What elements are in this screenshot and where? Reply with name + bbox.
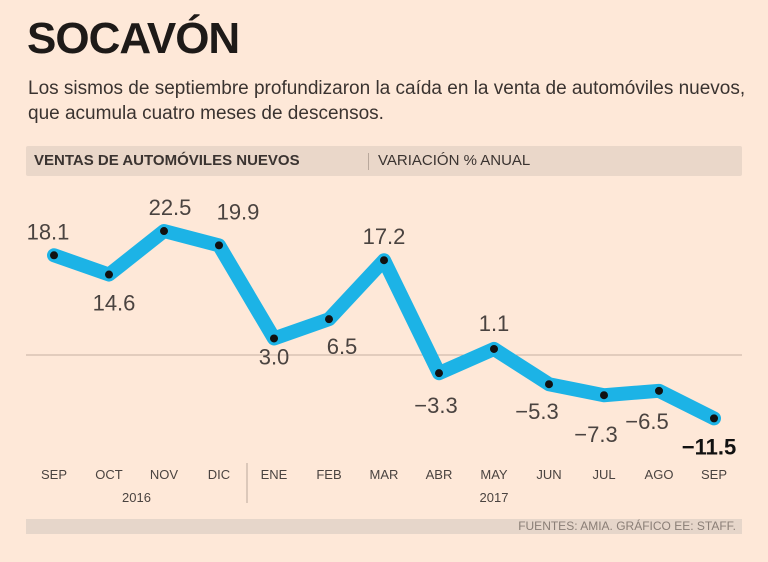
x-tick-label: MAY: [480, 467, 508, 482]
x-tick-label: ENE: [261, 467, 288, 482]
chart-header-bar: VENTAS DE AUTOMÓVILES NUEVOS VARIACIÓN %…: [26, 146, 742, 176]
data-point: [545, 380, 553, 389]
x-tick-label: ABR: [426, 467, 453, 482]
data-label: −11.5: [682, 434, 736, 459]
data-label: −7.3: [574, 422, 617, 447]
data-point: [50, 251, 58, 260]
year-label: 2017: [480, 490, 509, 505]
data-label: 17.2: [363, 224, 406, 249]
data-label: 14.6: [93, 291, 136, 316]
data-label: 22.5: [149, 195, 192, 220]
source-text: FUENTES: AMIA. GRÁFICO EE: STAFF.: [518, 519, 736, 533]
x-tick-label: NOV: [150, 467, 179, 482]
x-tick-label: MAR: [370, 467, 399, 482]
data-label: −5.3: [515, 399, 558, 424]
x-tick-label: DIC: [208, 467, 230, 482]
year-label: 2016: [122, 490, 151, 505]
x-tick-label: JUN: [536, 467, 561, 482]
data-label: 18.1: [27, 219, 70, 244]
data-point: [160, 227, 168, 236]
data-label: 6.5: [327, 334, 358, 359]
data-point: [600, 391, 608, 400]
data-point: [655, 386, 663, 395]
page-title: SOCAVÓN: [27, 14, 240, 63]
subtitle: Los sismos de septiembre profundizaron l…: [28, 78, 746, 124]
data-point: [325, 315, 333, 324]
header-divider: [368, 153, 369, 170]
x-tick-label: AGO: [645, 467, 674, 482]
data-point: [215, 241, 223, 250]
x-tick-label: SEP: [701, 467, 727, 482]
data-point: [435, 369, 443, 378]
data-label: −3.3: [414, 393, 457, 418]
data-point: [105, 270, 113, 279]
chart-unit: VARIACIÓN % ANUAL: [378, 152, 531, 169]
chart-title: VENTAS DE AUTOMÓVILES NUEVOS: [34, 152, 300, 169]
source-footer: FUENTES: AMIA. GRÁFICO EE: STAFF.: [26, 519, 742, 534]
x-tick-label: FEB: [316, 467, 341, 482]
x-tick-label: JUL: [592, 467, 615, 482]
data-point: [270, 334, 278, 343]
data-label: −6.5: [625, 409, 668, 434]
data-label: 1.1: [479, 311, 510, 336]
data-label: 3.0: [259, 344, 290, 369]
x-tick-label: SEP: [41, 467, 67, 482]
data-point: [490, 344, 498, 353]
x-tick-label: OCT: [95, 467, 123, 482]
data-label: 19.9: [217, 199, 260, 224]
data-point: [710, 414, 718, 423]
data-point: [380, 256, 388, 265]
